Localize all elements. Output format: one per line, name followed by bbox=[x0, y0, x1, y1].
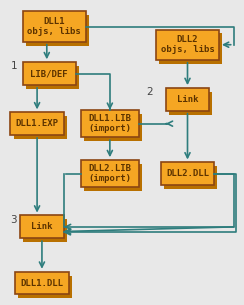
FancyBboxPatch shape bbox=[161, 162, 214, 185]
Text: DLL1
objs, libs: DLL1 objs, libs bbox=[27, 17, 81, 36]
FancyBboxPatch shape bbox=[26, 66, 79, 89]
Text: 2: 2 bbox=[146, 87, 153, 97]
FancyBboxPatch shape bbox=[84, 164, 142, 191]
FancyBboxPatch shape bbox=[81, 160, 139, 187]
FancyBboxPatch shape bbox=[164, 166, 217, 189]
Text: Link: Link bbox=[177, 95, 198, 104]
Text: LIB/DEF: LIB/DEF bbox=[30, 69, 68, 78]
Text: DLL2.DLL: DLL2.DLL bbox=[166, 169, 209, 178]
FancyBboxPatch shape bbox=[159, 34, 222, 64]
FancyBboxPatch shape bbox=[15, 272, 69, 294]
Text: DLL1.EXP: DLL1.EXP bbox=[16, 119, 59, 128]
FancyBboxPatch shape bbox=[22, 11, 86, 42]
Text: DLL1.DLL: DLL1.DLL bbox=[20, 278, 63, 288]
Text: DLL2.LIB
(import): DLL2.LIB (import) bbox=[88, 164, 131, 183]
FancyBboxPatch shape bbox=[84, 114, 142, 141]
FancyBboxPatch shape bbox=[169, 92, 213, 115]
FancyBboxPatch shape bbox=[81, 110, 139, 137]
FancyBboxPatch shape bbox=[23, 219, 67, 242]
FancyBboxPatch shape bbox=[10, 112, 64, 135]
FancyBboxPatch shape bbox=[166, 88, 209, 111]
FancyBboxPatch shape bbox=[14, 116, 67, 139]
FancyBboxPatch shape bbox=[20, 216, 64, 238]
Text: 3: 3 bbox=[10, 215, 17, 225]
Text: Link: Link bbox=[31, 222, 53, 231]
FancyBboxPatch shape bbox=[156, 30, 219, 60]
FancyBboxPatch shape bbox=[22, 62, 76, 85]
Text: DLL2
objs, libs: DLL2 objs, libs bbox=[161, 35, 214, 54]
FancyBboxPatch shape bbox=[18, 276, 72, 298]
Text: DLL1.LIB
(import): DLL1.LIB (import) bbox=[88, 114, 131, 133]
FancyBboxPatch shape bbox=[26, 15, 89, 46]
Text: 1: 1 bbox=[10, 61, 17, 71]
